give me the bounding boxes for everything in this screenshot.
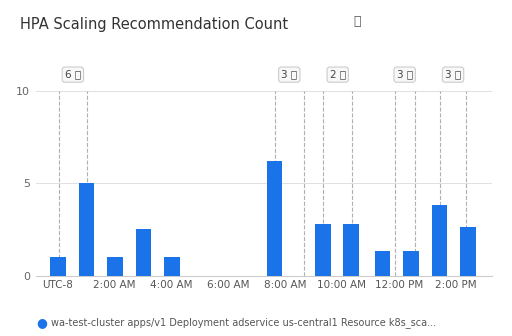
- Bar: [432, 205, 447, 276]
- Text: wa-test-cluster apps/v1 Deployment adservice us-central1 Resource k8s_sca...: wa-test-cluster apps/v1 Deployment adser…: [51, 317, 436, 328]
- Text: HPA Scaling Recommendation Count: HPA Scaling Recommendation Count: [20, 17, 289, 32]
- Bar: [107, 257, 123, 276]
- Bar: [403, 251, 419, 276]
- Text: 2 ⓘ: 2 ⓘ: [330, 70, 346, 80]
- Text: ●: ●: [36, 316, 47, 329]
- Text: 3 ⓘ: 3 ⓘ: [397, 70, 413, 80]
- Bar: [50, 257, 66, 276]
- Text: 3 ⓘ: 3 ⓘ: [281, 70, 297, 80]
- Bar: [344, 224, 359, 276]
- Bar: [315, 224, 331, 276]
- Bar: [164, 257, 180, 276]
- Bar: [460, 227, 476, 276]
- Text: 6 ⓘ: 6 ⓘ: [65, 70, 81, 80]
- Bar: [267, 161, 282, 276]
- Bar: [78, 183, 94, 276]
- Bar: [136, 229, 151, 276]
- Text: 3 ⓘ: 3 ⓘ: [445, 70, 461, 80]
- Bar: [375, 251, 391, 276]
- Text: ❓: ❓: [353, 15, 361, 28]
